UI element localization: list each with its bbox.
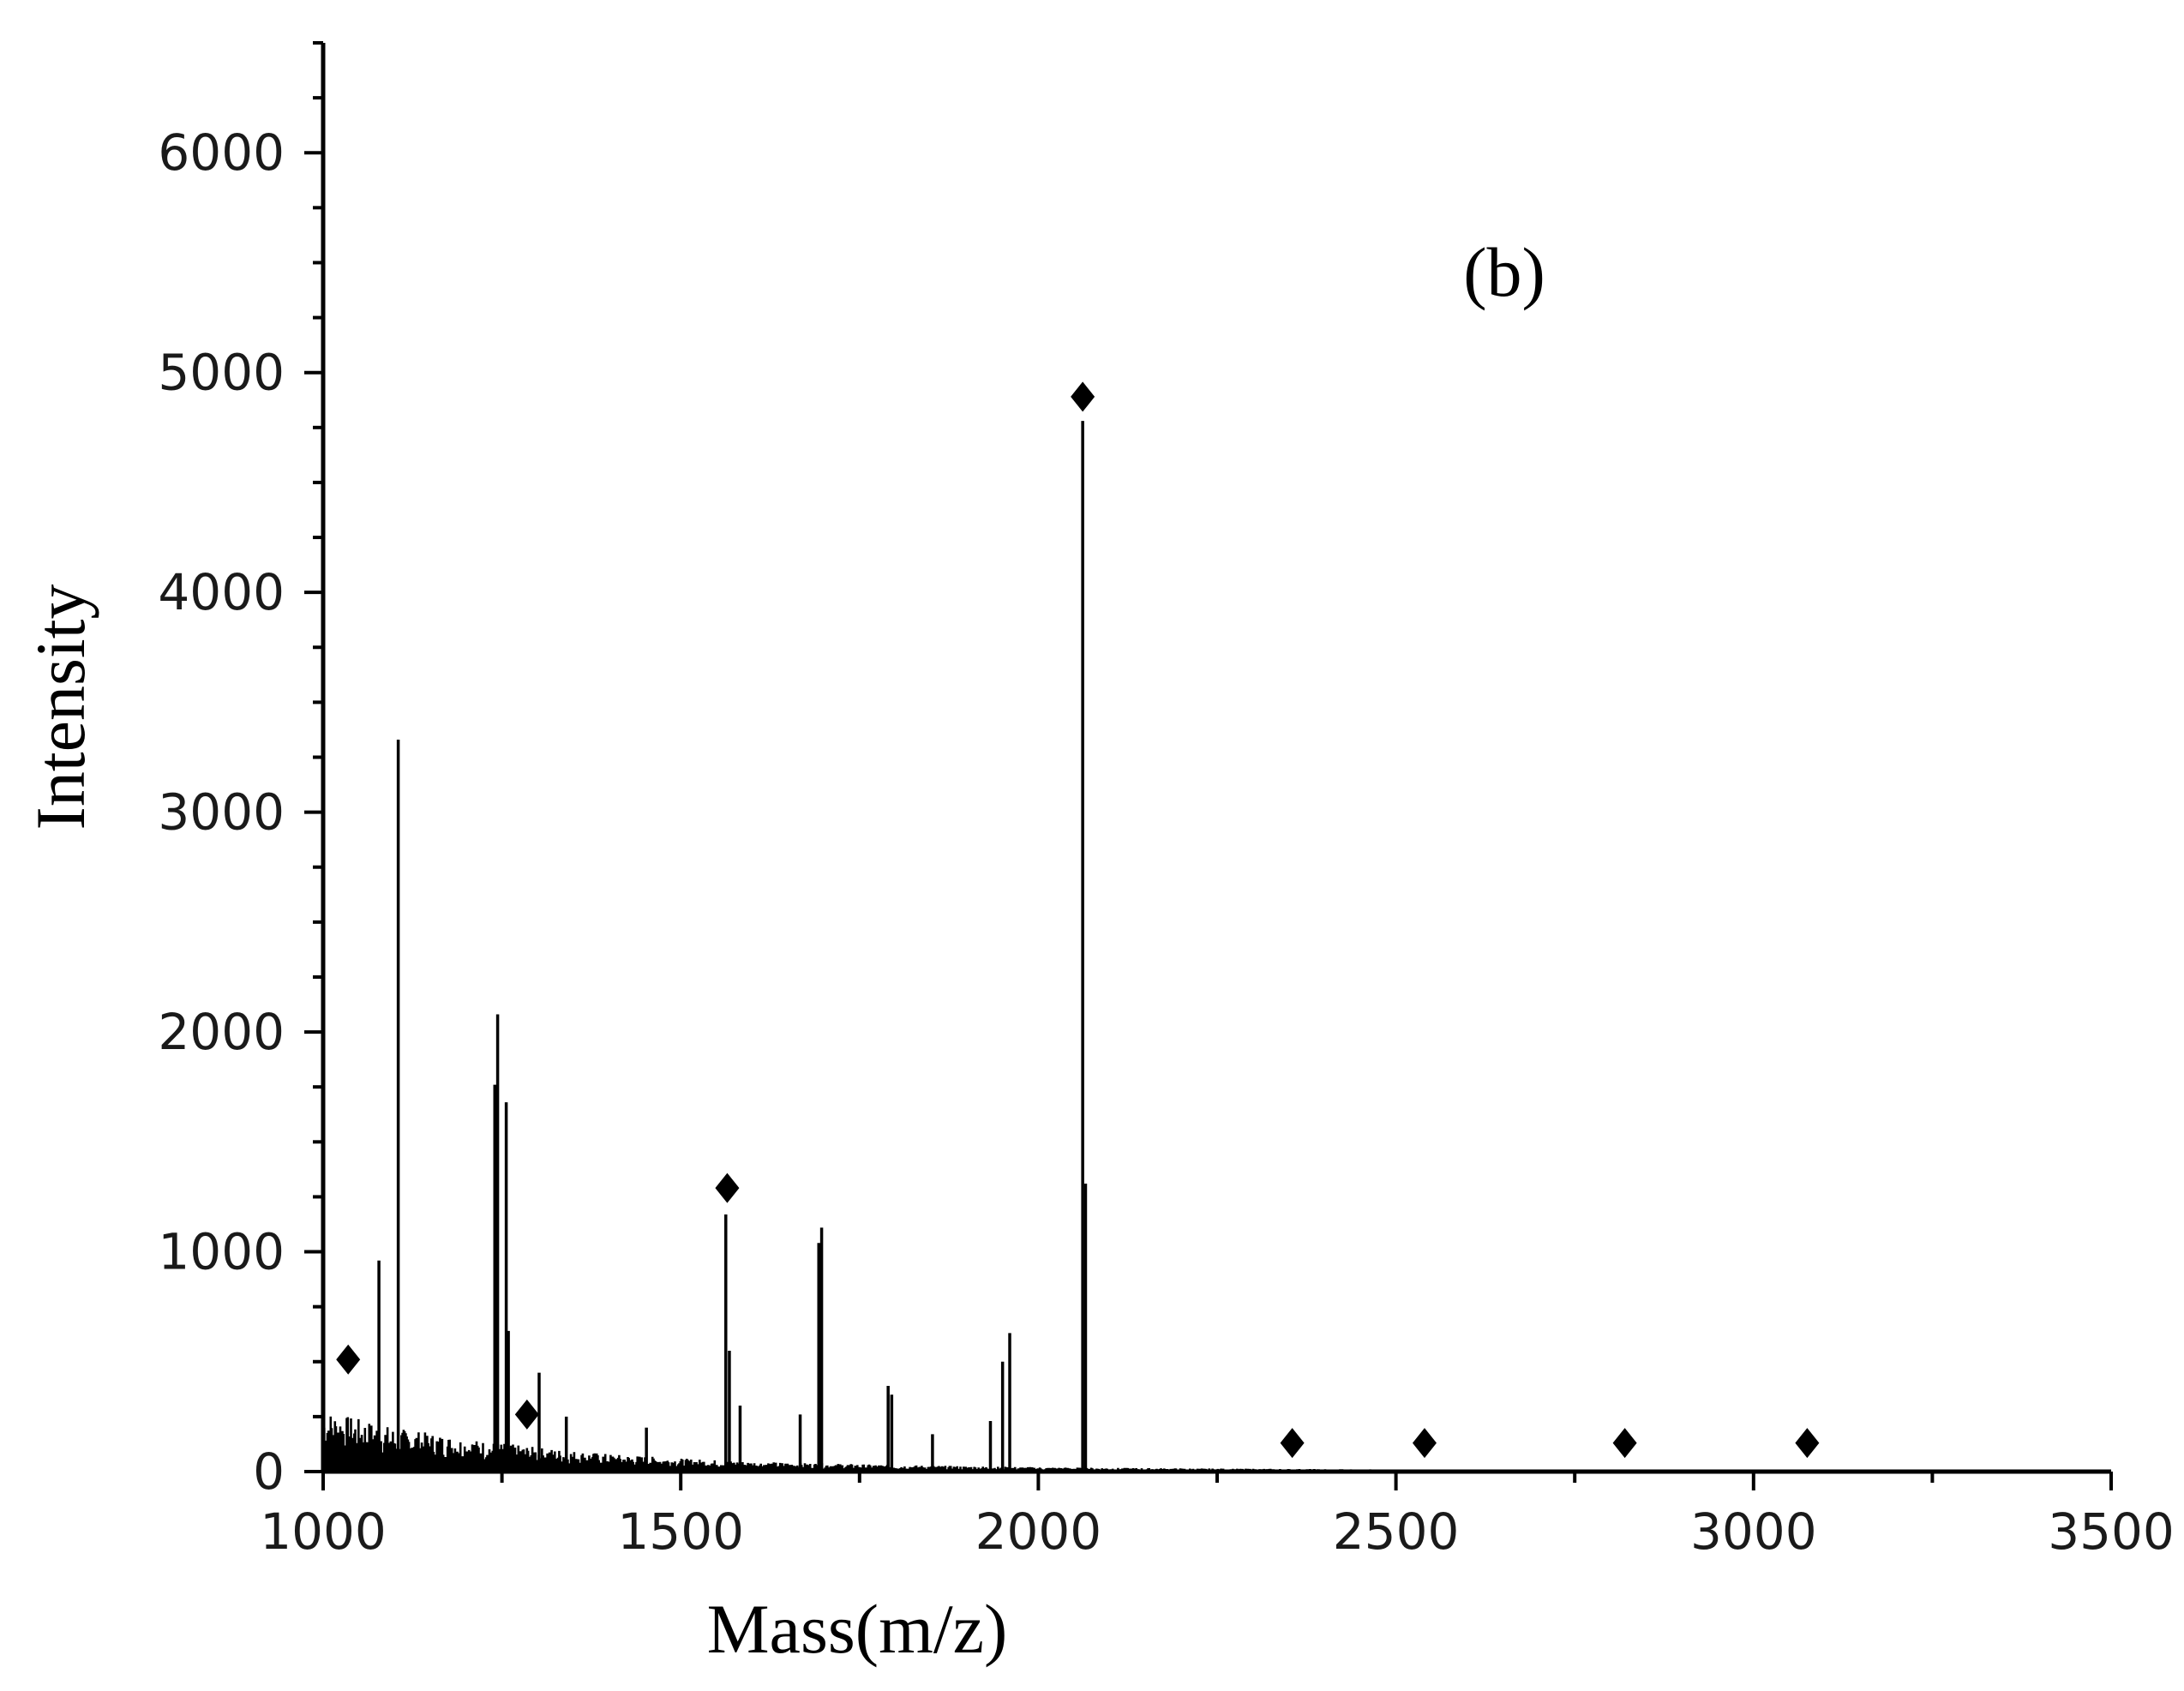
x-tick-label: 2500 (1333, 1502, 1460, 1561)
y-ticks: 0 1000 2000 3000 4000 5000 6000 (158, 41, 323, 1501)
y-tick-label: 6000 (158, 123, 285, 182)
noise-baseline (321, 1416, 1969, 1472)
spectrum-peaks (377, 421, 1088, 1472)
x-tick-label: 1500 (617, 1502, 744, 1561)
y-tick-label: 2000 (158, 1003, 285, 1061)
diamond-marker (336, 1344, 361, 1375)
diamond-marker (1412, 1428, 1437, 1459)
x-tick-label: 1000 (260, 1502, 387, 1561)
diamond-marker (1795, 1428, 1820, 1459)
panel-label: (b) (1463, 233, 1545, 311)
x-tick-label: 3500 (2048, 1502, 2175, 1561)
y-tick-label: 3000 (158, 783, 285, 842)
diamond-marker (514, 1399, 539, 1430)
peak-markers (336, 381, 1820, 1459)
x-axis-title: Mass(m/z) (707, 1590, 1008, 1668)
x-ticks: 1000 1500 2000 2500 3000 3500 (260, 1472, 2175, 1561)
diamond-marker (715, 1172, 740, 1203)
y-tick-label: 5000 (158, 344, 285, 402)
diamond-marker (1280, 1428, 1305, 1459)
y-axis-title: Intensity (21, 585, 99, 831)
y-tick-label: 1000 (158, 1223, 285, 1281)
diamond-marker (1071, 381, 1095, 412)
y-tick-label: 4000 (158, 563, 285, 621)
y-tick-label: 0 (253, 1442, 285, 1501)
x-tick-label: 2000 (975, 1502, 1102, 1561)
diamond-marker (1612, 1428, 1637, 1459)
axes (321, 43, 2111, 1474)
x-tick-label: 3000 (1690, 1502, 1817, 1561)
noise-trace (321, 1416, 1969, 1472)
